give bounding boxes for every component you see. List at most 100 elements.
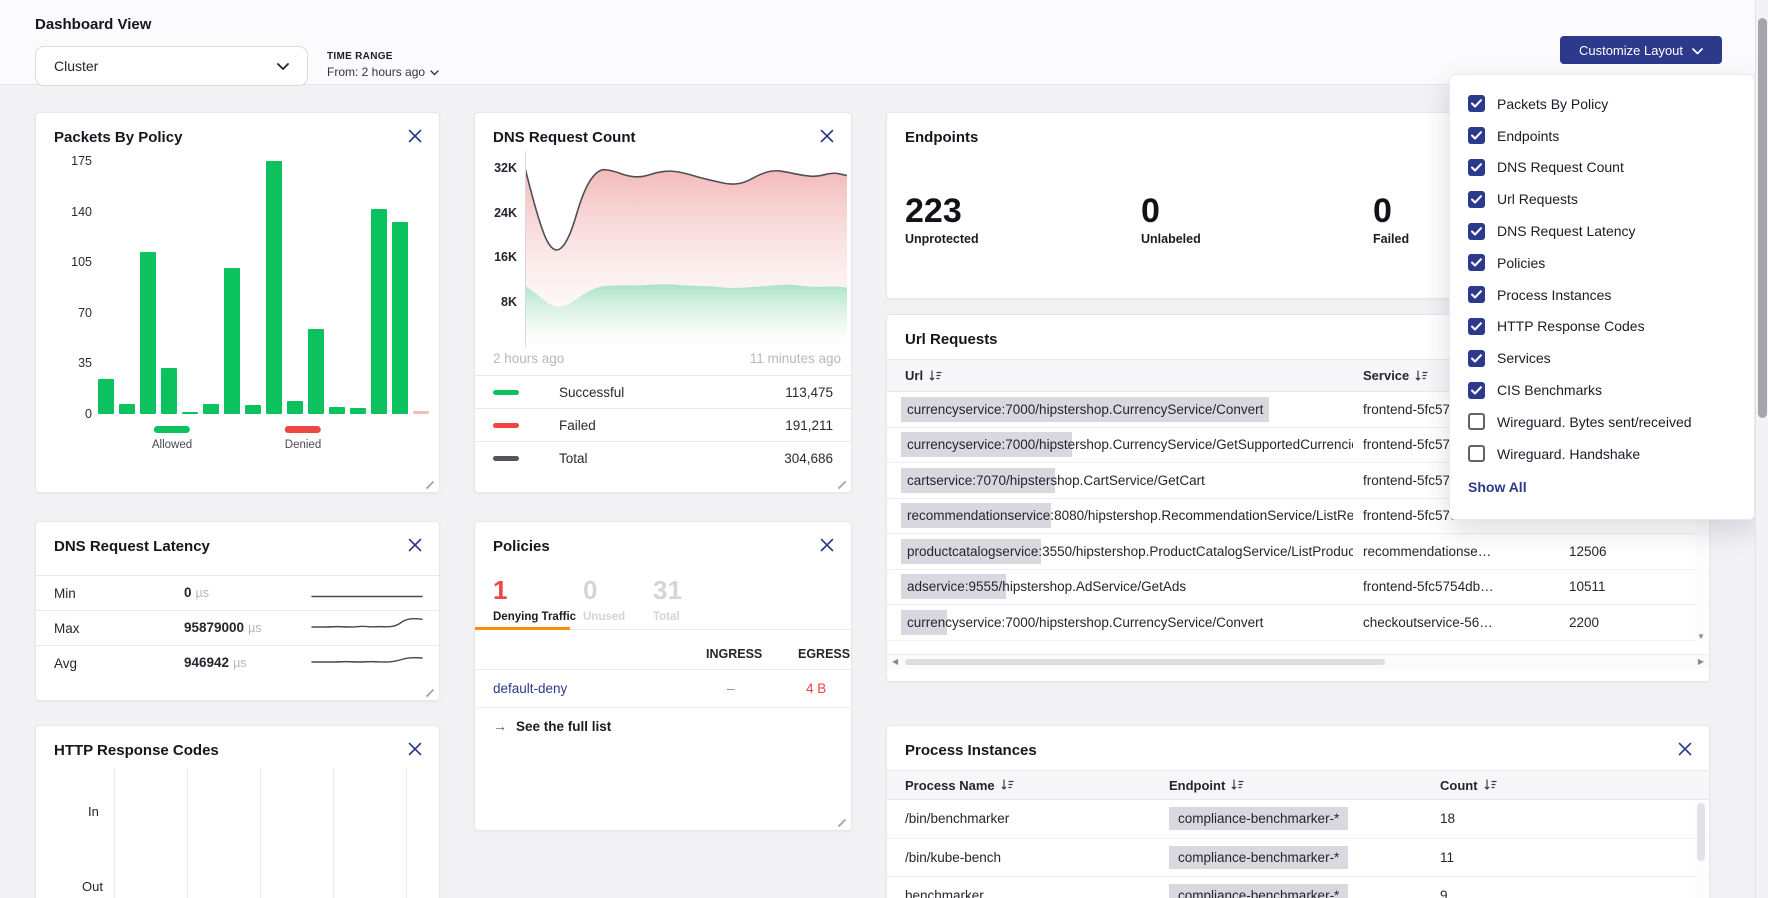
resize-handle[interactable] [426,481,434,489]
column-header-count: Count [1440,778,1497,793]
policies-tab-denying-traffic[interactable]: 1Denying Traffic [493,577,576,623]
customize-layout-button[interactable]: Customize Layout [1560,36,1722,64]
card-policies: Policies 1Denying Traffic0Unused31Total … [474,521,852,831]
latency-value: 0µs [184,584,209,602]
scrollbar-thumb[interactable] [905,659,1385,665]
bar-allowed [182,412,198,414]
resize-handle[interactable] [426,689,434,697]
close-icon[interactable] [819,538,835,554]
view-selector-dropdown[interactable]: Cluster [35,46,308,86]
endpoint-cell: compliance-benchmarker-* [1169,888,1348,898]
menu-item-http-response-codes[interactable]: HTTP Response Codes [1450,311,1754,343]
checkbox-checked[interactable] [1468,382,1485,399]
close-icon[interactable] [819,129,835,145]
checkbox-checked[interactable] [1468,191,1485,208]
close-icon[interactable] [407,129,423,145]
close-icon[interactable] [1677,742,1693,758]
policies-table-header: INGRESSEGRESS [475,638,851,670]
bar-allowed [224,268,240,414]
process-name-cell: benchmarker [905,888,984,898]
y-tick-label: 32K [481,161,517,175]
sort-icon[interactable] [1231,779,1244,791]
sort-icon[interactable] [1415,370,1428,382]
legend-name: Total [559,451,588,466]
bar-allowed [140,252,156,414]
close-icon[interactable] [407,742,423,758]
process-table-row[interactable]: /bin/benchmarkercompliance-benchmarker-*… [887,800,1709,839]
endpoint-stat-failed: 0Failed [1373,193,1409,246]
vertical-scrollbar[interactable] [1695,801,1707,898]
checkbox-checked[interactable] [1468,318,1485,335]
scroll-left-arrow[interactable]: ◀ [892,657,898,666]
card-dns-request-count: DNS Request Count 32K24K16K8K 2 hours ag… [474,112,852,493]
latency-sparkline [311,613,423,644]
bar-allowed [98,379,114,414]
sort-icon[interactable] [1484,779,1497,791]
stat-value: 0 [1373,193,1409,230]
horizontal-scrollbar[interactable]: ◀ ▶ [887,654,1709,669]
card-packets-by-policy: Packets By Policy 17514010570350 Allowed… [35,112,440,493]
menu-item-label: DNS Request Latency [1497,223,1636,239]
see-full-list-link[interactable]: → See the full list [493,718,611,734]
menu-item-url-requests[interactable]: Url Requests [1450,183,1754,215]
count-cell: 11 [1440,850,1454,865]
menu-item-wireguard-bytes-sent-received[interactable]: Wireguard. Bytes sent/received [1450,406,1754,438]
url-table-row[interactable]: productcatalogservice:3550/hipstershop.P… [887,534,1709,570]
checkbox-checked[interactable] [1468,159,1485,176]
latency-row-avg: Avg946942µs [36,645,439,680]
y-tick-label: 140 [48,205,92,219]
latency-metric-label: Min [54,586,144,601]
checkbox-unchecked[interactable] [1468,413,1485,430]
policy-name-link[interactable]: default-deny [493,681,567,696]
checkbox-unchecked[interactable] [1468,445,1485,462]
sort-icon[interactable] [1001,779,1014,791]
scroll-down-arrow[interactable]: ▼ [1697,632,1705,641]
process-name-cell: /bin/benchmarker [905,811,1009,826]
url-table-row[interactable]: adservice:9555/hipstershop.AdService/Get… [887,570,1709,606]
column-header-label: Process Name [905,778,995,793]
checkbox-checked[interactable] [1468,350,1485,367]
legend-swatch [493,390,519,395]
column-header-label: Endpoint [1169,778,1225,793]
url-cell: productcatalogservice:3550/hipstershop.P… [901,539,1353,564]
menu-item-packets-by-policy[interactable]: Packets By Policy [1450,88,1754,120]
time-range-value[interactable]: From: 2 hours ago [327,65,439,79]
policies-tab-unused[interactable]: 0Unused [583,577,625,623]
menu-item-policies[interactable]: Policies [1450,247,1754,279]
stat-value: 223 [905,193,979,230]
show-all-link[interactable]: Show All [1468,479,1527,495]
url-table-row[interactable]: currencyservice:7000/hipstershop.Currenc… [887,605,1709,641]
scroll-right-arrow[interactable]: ▶ [1698,657,1704,666]
process-table-row[interactable]: /bin/kube-benchcompliance-benchmarker-*1… [887,839,1709,878]
checkbox-checked[interactable] [1468,254,1485,271]
menu-item-wireguard-handshake[interactable]: Wireguard. Handshake [1450,438,1754,470]
url-cell: adservice:9555/hipstershop.AdService/Get… [901,574,1192,599]
checkbox-checked[interactable] [1468,127,1485,144]
scrollbar-thumb[interactable] [1758,18,1767,418]
column-header-label: Count [1440,778,1478,793]
y-tick-label: 0 [48,407,92,421]
resize-handle[interactable] [838,819,846,827]
menu-item-dns-request-latency[interactable]: DNS Request Latency [1450,215,1754,247]
process-table-row[interactable]: benchmarkercompliance-benchmarker-*9 [887,877,1709,898]
policies-tab-total[interactable]: 31Total [653,577,682,623]
sort-icon[interactable] [929,370,942,382]
legend-swatch [493,423,519,428]
menu-item-endpoints[interactable]: Endpoints [1450,120,1754,152]
menu-item-services[interactable]: Services [1450,342,1754,374]
page-scrollbar[interactable] [1755,0,1768,898]
column-header-label: Service [1363,368,1409,383]
menu-item-cis-benchmarks[interactable]: CIS Benchmarks [1450,374,1754,406]
scrollbar-thumb[interactable] [1697,803,1705,861]
checkbox-checked[interactable] [1468,223,1485,240]
checkbox-checked[interactable] [1468,95,1485,112]
menu-item-dns-request-count[interactable]: DNS Request Count [1450,152,1754,184]
checkbox-checked[interactable] [1468,286,1485,303]
close-icon[interactable] [407,538,423,554]
latency-value: 946942µs [184,654,247,672]
bar-denied [413,411,429,414]
column-header-process-name: Process Name [905,778,1014,793]
resize-handle[interactable] [838,481,846,489]
menu-item-process-instances[interactable]: Process Instances [1450,279,1754,311]
menu-item-label: Policies [1497,255,1545,271]
